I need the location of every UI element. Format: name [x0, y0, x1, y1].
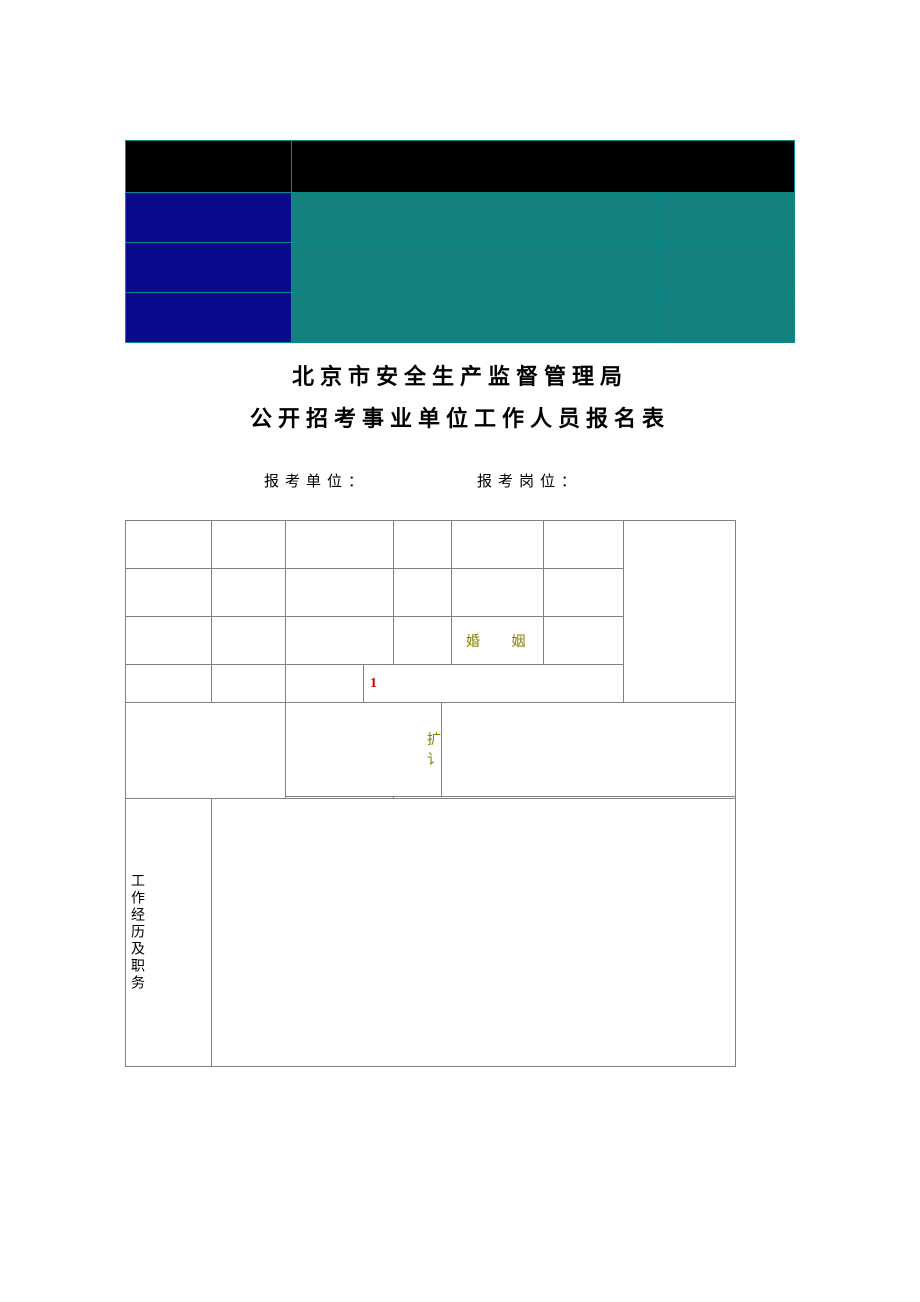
top-cell — [291, 193, 658, 243]
marriage-label: 婚 姻 — [466, 635, 540, 650]
top-table-row0 — [126, 141, 795, 193]
cell — [394, 521, 452, 569]
title-block: 北京市安全生产监督管理局 公开招考事业单位工作人员报名表 — [0, 356, 920, 440]
cell — [126, 665, 212, 703]
form-row-5: 扩讠 — [126, 703, 736, 797]
top-cell — [126, 293, 292, 343]
cell — [442, 703, 736, 797]
top-table-row3 — [126, 293, 795, 343]
cell-red1: 1 — [364, 665, 624, 703]
top-cell — [126, 193, 292, 243]
cell — [544, 521, 624, 569]
top-cell — [291, 141, 794, 193]
cell — [126, 617, 212, 665]
cell — [394, 569, 452, 617]
title-line1: 北京市安全生产监督管理局 — [0, 356, 920, 398]
form-row-7: 工作经历及职务 — [126, 799, 736, 1067]
cell — [286, 521, 394, 569]
cell — [126, 703, 286, 799]
cell — [452, 569, 544, 617]
top-cell — [659, 193, 795, 243]
report-position-label: 报考岗位： — [477, 470, 582, 491]
red-1: 1 — [370, 676, 377, 691]
cell — [212, 521, 286, 569]
top-cell — [659, 293, 795, 343]
work-history-label: 工作经历及职务 — [126, 873, 146, 992]
cell — [212, 569, 286, 617]
title-line2: 公开招考事业单位工作人员报名表 — [0, 398, 920, 440]
truncated-cell-a: 扩讠 — [286, 703, 442, 797]
photo-cell — [624, 521, 736, 703]
cell — [286, 569, 394, 617]
trunc-a: 扩 — [427, 733, 441, 748]
cell — [394, 617, 452, 665]
cell — [286, 665, 364, 703]
cell — [212, 665, 286, 703]
top-cell — [126, 141, 292, 193]
form-table: 婚 姻 1 扩讠 工作经历及职务 — [125, 520, 736, 1067]
cell — [286, 617, 394, 665]
top-cell — [126, 243, 292, 293]
cell — [544, 569, 624, 617]
top-cell — [291, 293, 658, 343]
cell — [126, 569, 212, 617]
cell — [212, 617, 286, 665]
top-color-table — [125, 140, 795, 343]
report-unit-label: 报考单位： — [264, 470, 369, 491]
form-row-1 — [126, 521, 736, 569]
unit-position-row: 报考单位： 报考岗位： — [264, 470, 764, 491]
top-cell — [659, 243, 795, 293]
work-history-content — [212, 799, 736, 1067]
marriage-label-cell: 婚 姻 — [452, 617, 544, 665]
cell — [544, 617, 624, 665]
trunc-b: 讠 — [427, 753, 441, 768]
top-table-row2 — [126, 243, 795, 293]
top-cell — [291, 243, 658, 293]
cell — [126, 521, 212, 569]
top-table-row1 — [126, 193, 795, 243]
cell — [452, 521, 544, 569]
work-history-label-cell: 工作经历及职务 — [126, 799, 212, 1067]
